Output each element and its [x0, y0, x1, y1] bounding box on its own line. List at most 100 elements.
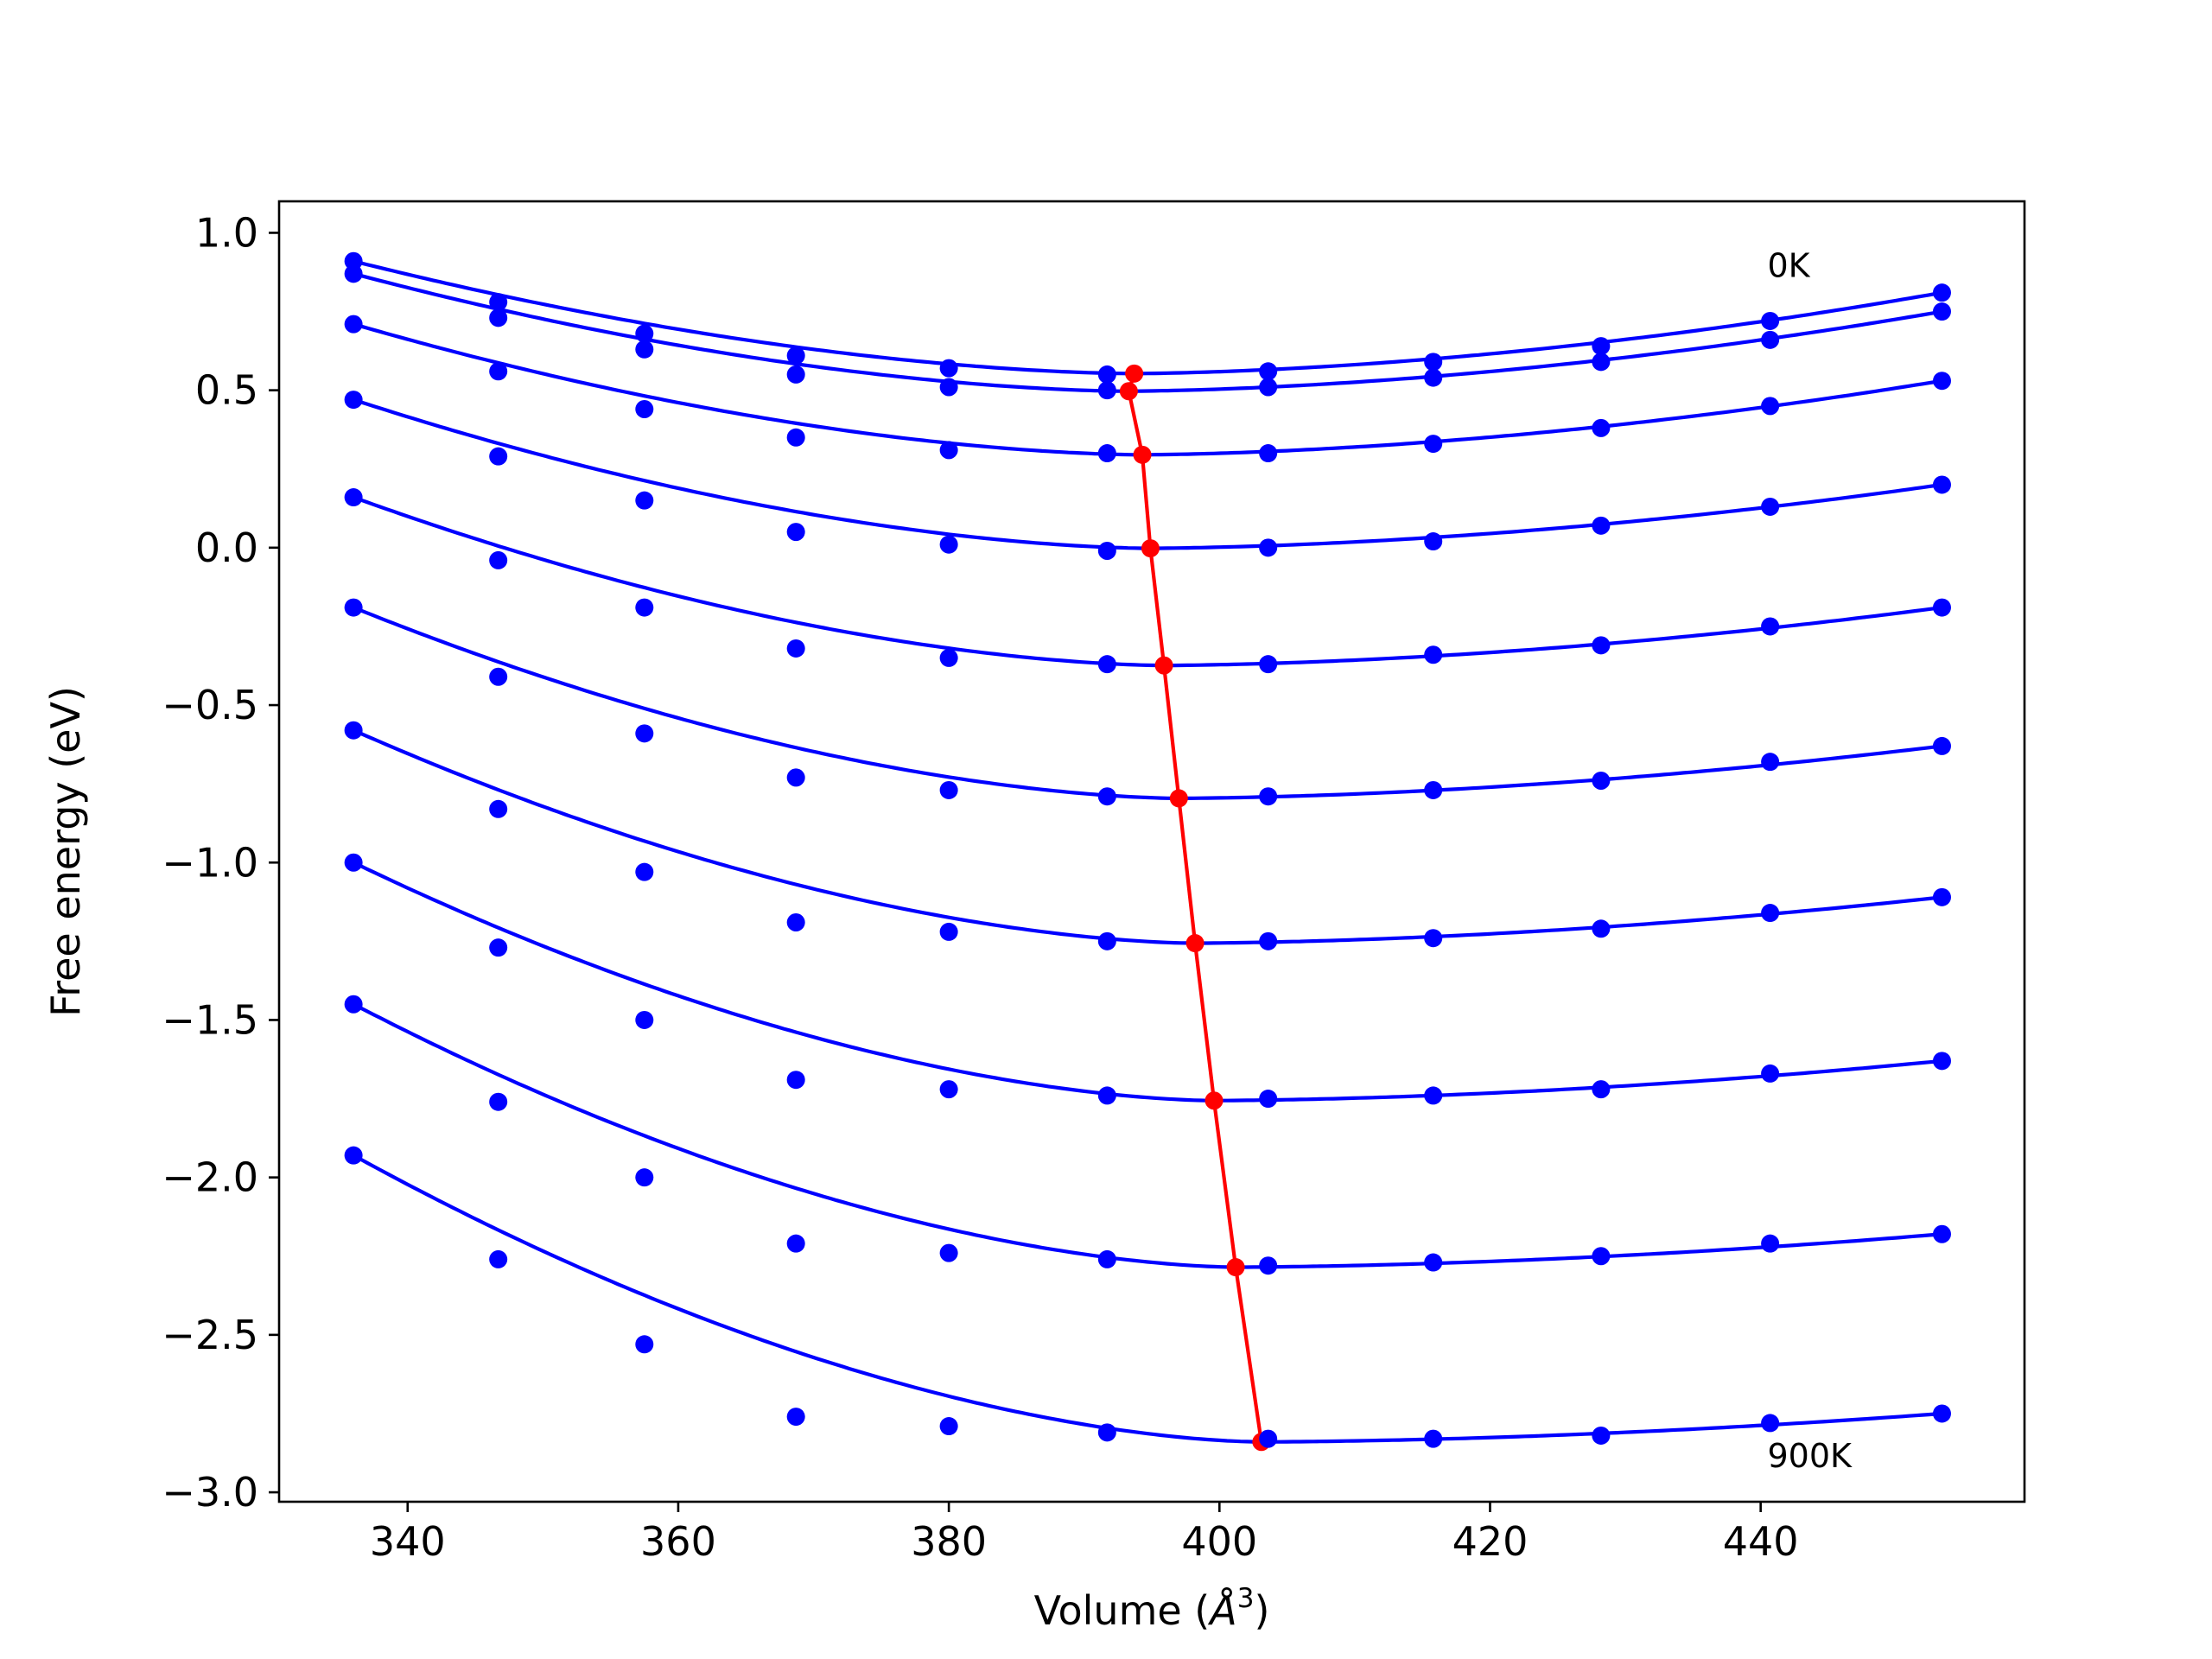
data-point	[1097, 381, 1116, 400]
data-point	[635, 862, 654, 881]
y-tick-label: 0.0	[195, 524, 258, 571]
minimum-point	[1119, 382, 1138, 401]
data-point	[939, 780, 958, 799]
x-axis-label-close: )	[1254, 1587, 1269, 1634]
x-axis-label-symbol: Å	[1207, 1587, 1236, 1634]
y-axis-label: Free energy (eV)	[42, 686, 89, 1017]
x-axis-label-text: Volume (	[1034, 1587, 1211, 1634]
plot-frame	[277, 200, 2026, 1503]
data-point	[1259, 1429, 1278, 1448]
data-point	[786, 1071, 805, 1090]
data-point	[635, 1335, 654, 1354]
data-points	[344, 251, 1951, 1448]
data-point	[489, 447, 508, 466]
y-tick-label: −1.0	[162, 839, 258, 886]
data-point	[939, 1080, 958, 1099]
data-point	[1761, 1064, 1780, 1083]
minimum-point	[1169, 789, 1188, 808]
data-point	[1761, 497, 1780, 516]
data-point	[1097, 931, 1116, 950]
data-point	[1592, 919, 1611, 938]
data-point	[786, 768, 805, 787]
data-point	[1761, 397, 1780, 416]
annotations: 0K 900K	[1767, 246, 1853, 1474]
data-point	[939, 922, 958, 941]
data-point	[344, 995, 363, 1014]
data-point	[786, 428, 805, 447]
data-point	[786, 1408, 805, 1427]
data-point	[635, 340, 654, 359]
data-point	[489, 308, 508, 327]
temperature-label: 0K	[1767, 246, 1810, 284]
data-point	[489, 667, 508, 686]
data-point	[1259, 1256, 1278, 1275]
data-point	[1097, 1086, 1116, 1105]
fit-curve-0	[353, 259, 1942, 376]
data-point	[1592, 1080, 1611, 1099]
data-point	[1097, 444, 1116, 463]
data-point	[1932, 887, 1951, 906]
data-point	[1424, 1429, 1443, 1448]
data-point	[786, 912, 805, 931]
data-point	[489, 550, 508, 569]
data-point	[1097, 365, 1116, 384]
x-tick-label: 400	[1181, 1518, 1257, 1565]
data-point	[489, 293, 508, 312]
data-point	[1932, 1052, 1951, 1071]
x-axis-label-exponent: 3	[1237, 1583, 1255, 1614]
data-point	[1259, 444, 1278, 463]
data-point	[1932, 1404, 1951, 1423]
data-point	[1592, 353, 1611, 372]
data-point	[489, 362, 508, 381]
y-tick-label: −2.5	[162, 1312, 258, 1358]
data-point	[1424, 532, 1443, 551]
data-point	[1932, 598, 1951, 617]
fit-curve-7	[353, 861, 1942, 1103]
fit-curve-9	[353, 1154, 1942, 1444]
data-point	[1592, 1247, 1611, 1266]
minimum-point	[1141, 539, 1160, 558]
temperature-label: 900K	[1767, 1437, 1853, 1475]
minimum-volume-line	[1127, 372, 1263, 1443]
data-point	[786, 346, 805, 365]
data-point	[344, 598, 363, 617]
data-point	[635, 324, 654, 343]
minima-line	[1119, 364, 1271, 1452]
y-tick-label: −3.0	[162, 1469, 258, 1516]
data-point	[939, 535, 958, 554]
data-point	[635, 400, 654, 419]
data-point	[344, 853, 363, 872]
data-point	[635, 598, 654, 617]
data-point	[1932, 372, 1951, 391]
data-point	[1097, 1423, 1116, 1442]
data-point	[786, 639, 805, 658]
data-point	[1761, 1234, 1780, 1253]
data-point	[1259, 931, 1278, 950]
data-point	[1424, 435, 1443, 454]
data-point	[1424, 1253, 1443, 1272]
data-point	[786, 523, 805, 542]
y-tick-label: 1.0	[195, 209, 258, 256]
data-point	[1932, 1224, 1951, 1243]
data-point	[344, 264, 363, 283]
minimum-point	[1205, 1091, 1224, 1110]
data-point	[1424, 645, 1443, 664]
data-point	[489, 1249, 508, 1268]
fit-curves	[353, 259, 1942, 1444]
fit-curve-8	[353, 1002, 1942, 1269]
y-tick-label: −2.0	[162, 1154, 258, 1201]
data-point	[344, 1146, 363, 1165]
data-point	[786, 1234, 805, 1253]
data-point	[939, 378, 958, 397]
data-point	[1761, 904, 1780, 923]
y-tick-label: −1.5	[162, 996, 258, 1043]
data-point	[1761, 330, 1780, 349]
data-point	[344, 721, 363, 740]
y-axis-ticks: 1.0 0.5 0.0 −0.5 −1.0 −1.5 −2.0 −2.5 −3.0	[162, 209, 279, 1516]
data-point	[635, 724, 654, 743]
data-point	[1424, 1086, 1443, 1105]
data-point	[1259, 362, 1278, 381]
data-point	[1259, 538, 1278, 557]
data-point	[1097, 541, 1116, 560]
data-point	[1932, 736, 1951, 755]
